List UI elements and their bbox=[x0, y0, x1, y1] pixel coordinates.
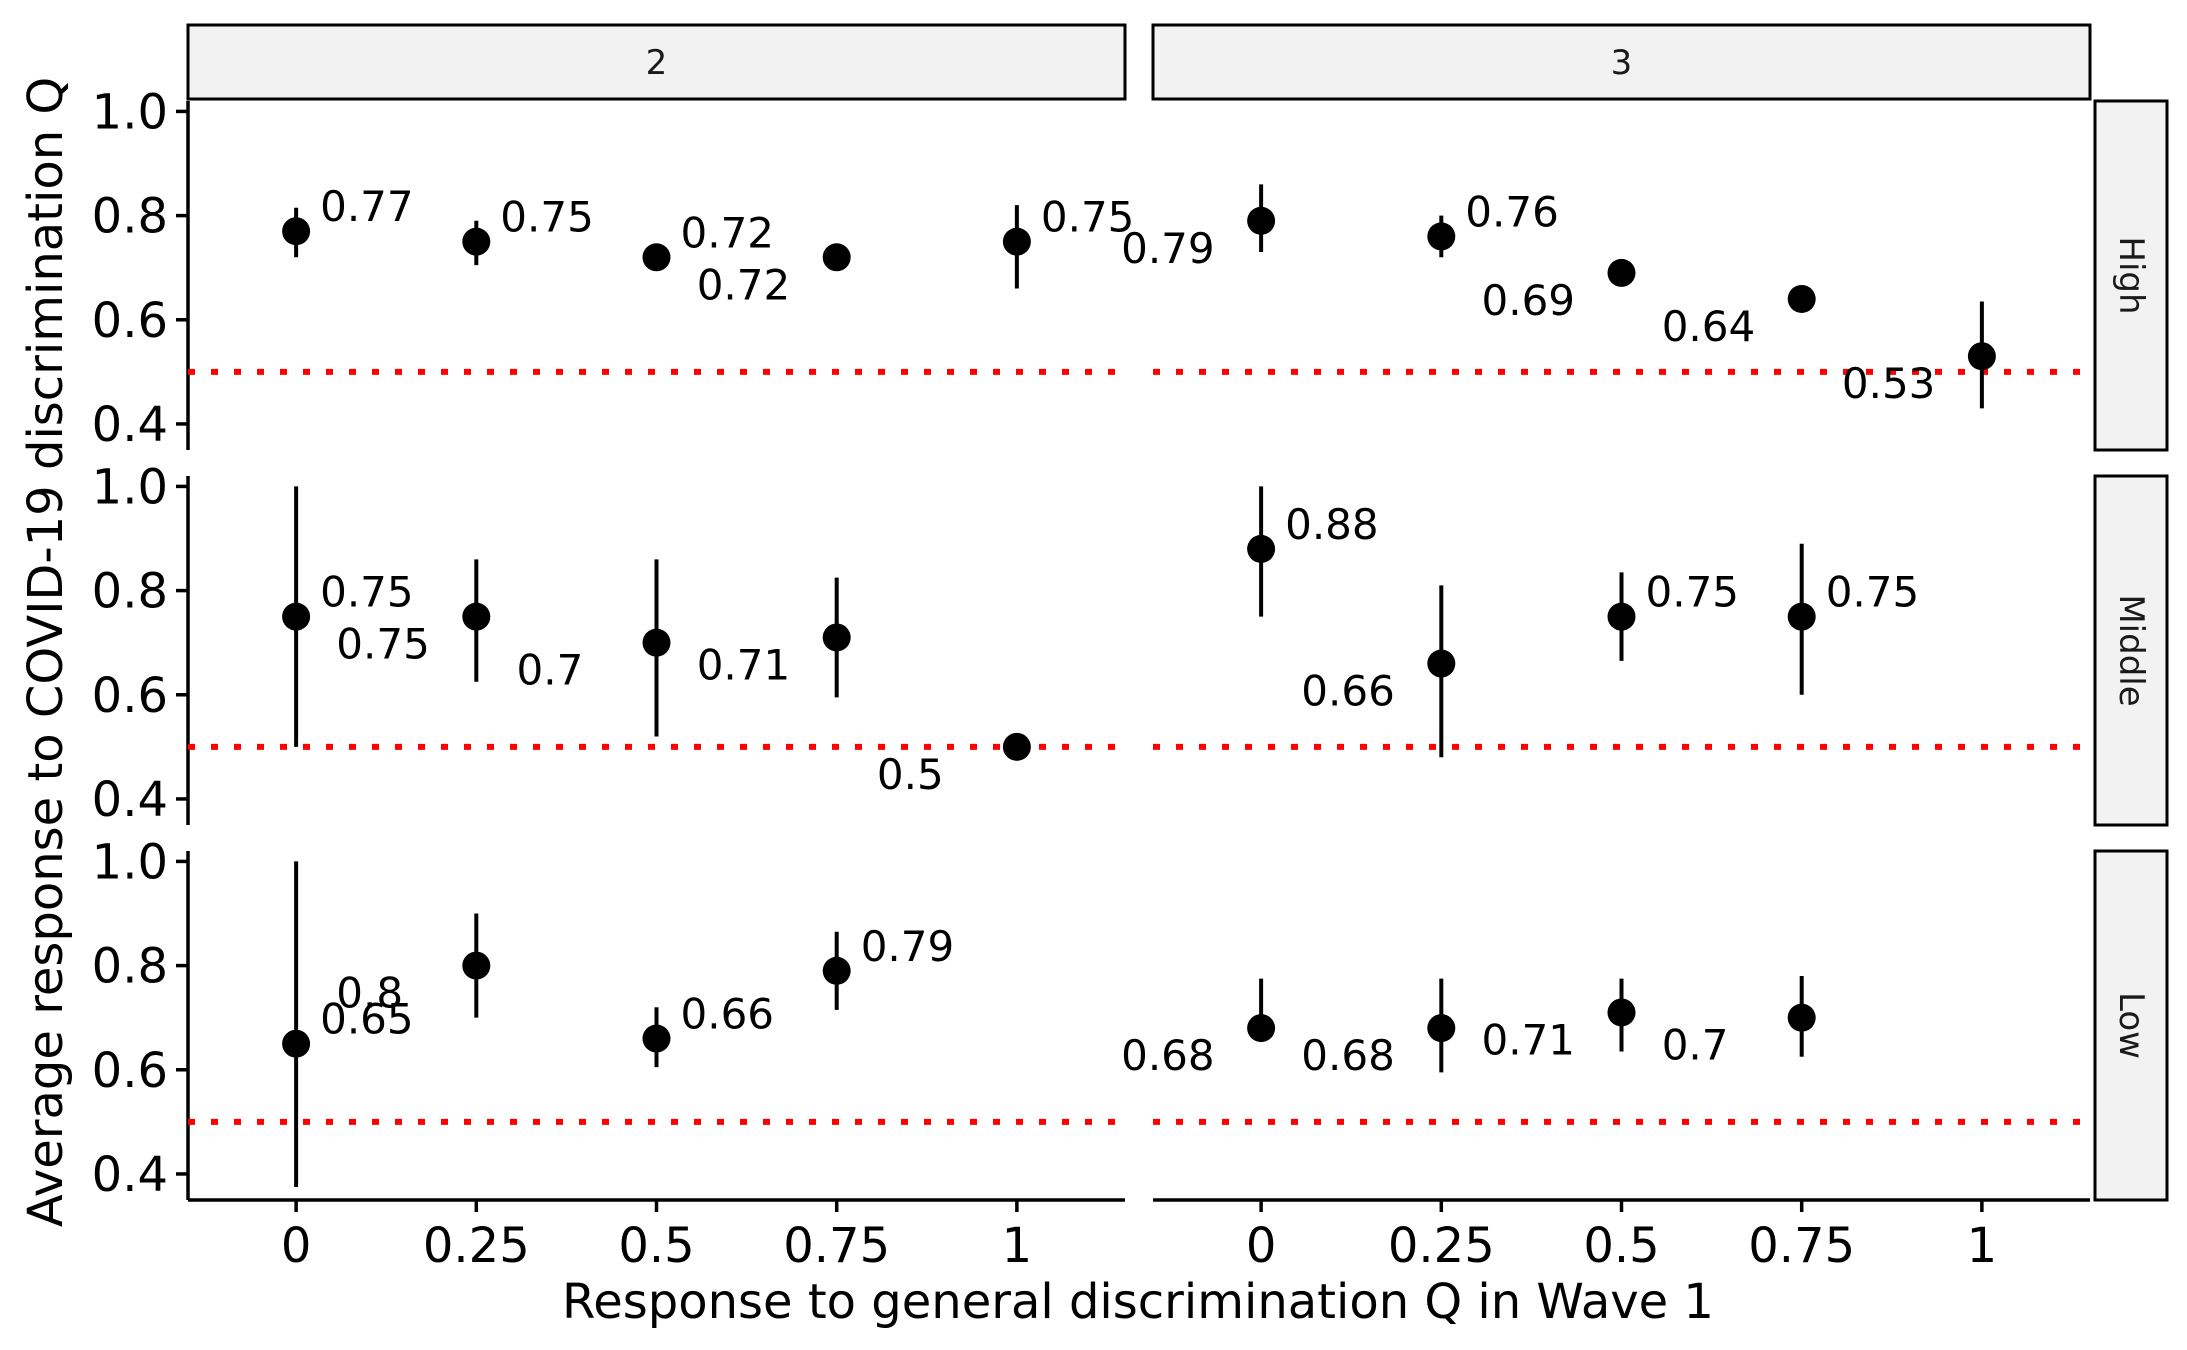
x-tick-label: 0.25 bbox=[1388, 1218, 1495, 1274]
y-tick-label: 0.6 bbox=[92, 668, 168, 724]
data-point bbox=[1002, 732, 1031, 761]
x-tick-label: 0.75 bbox=[1748, 1218, 1855, 1274]
data-point bbox=[1607, 258, 1636, 287]
data-point bbox=[1427, 222, 1456, 251]
data-label: 0.75 bbox=[320, 568, 414, 617]
y-tick-label: 0.8 bbox=[92, 189, 168, 245]
data-point bbox=[462, 227, 491, 256]
data-point bbox=[1787, 284, 1816, 313]
data-point bbox=[1247, 1014, 1276, 1043]
x-tick-label: 0.5 bbox=[1583, 1218, 1659, 1274]
y-tick-label: 0.4 bbox=[92, 1147, 168, 1203]
data-label: 0.69 bbox=[1482, 276, 1576, 325]
row-strip-label: Low bbox=[2111, 992, 2151, 1059]
row-facet-strips: High Middle Low bbox=[2093, 99, 2169, 1202]
x-tick-label: 0 bbox=[281, 1218, 312, 1274]
x-tick-label: 0 bbox=[1246, 1218, 1277, 1274]
data-label: 0.75 bbox=[500, 193, 594, 242]
column-strip-box bbox=[186, 23, 1127, 101]
data-label: 0.77 bbox=[320, 182, 414, 231]
y-tick-label: 1.0 bbox=[92, 834, 168, 890]
data-label: 0.71 bbox=[1482, 1015, 1576, 1064]
x-tick-label: 1 bbox=[1002, 1218, 1033, 1274]
data-label: 0.72 bbox=[681, 208, 775, 257]
data-label: 0.5 bbox=[877, 750, 944, 799]
data-point bbox=[282, 217, 311, 246]
y-tick-label: 1.0 bbox=[92, 84, 168, 140]
data-point bbox=[642, 1024, 671, 1053]
y-tick-label: 0.4 bbox=[92, 397, 168, 453]
data-point bbox=[462, 602, 491, 631]
data-label: 0.88 bbox=[1285, 500, 1379, 549]
x-axis-title: Response to general discrimination Q in … bbox=[562, 1274, 1714, 1330]
x-tick-label: 0.5 bbox=[618, 1218, 694, 1274]
row-strip-box bbox=[2093, 474, 2169, 827]
row-strip-box bbox=[2093, 99, 2169, 452]
data-point bbox=[642, 628, 671, 657]
data-label: 0.75 bbox=[1826, 568, 1920, 617]
row-strip-box bbox=[2093, 849, 2169, 1202]
data-label: 0.79 bbox=[861, 922, 955, 971]
data-point bbox=[822, 623, 851, 652]
data-label: 0.75 bbox=[1646, 568, 1740, 617]
x-tick-label: 0.75 bbox=[783, 1218, 890, 1274]
column-strip-label: 2 bbox=[646, 43, 668, 83]
data-point bbox=[1002, 227, 1031, 256]
data-marks bbox=[282, 184, 1996, 1187]
row-strip-label: Middle bbox=[2111, 594, 2151, 706]
data-label: 0.71 bbox=[697, 640, 791, 689]
y-tick-label: 1.0 bbox=[92, 459, 168, 515]
data-label: 0.68 bbox=[1301, 1031, 1395, 1080]
data-point bbox=[642, 243, 671, 272]
data-label: 0.66 bbox=[1301, 667, 1395, 716]
column-strip-label: 3 bbox=[1611, 43, 1633, 83]
data-label: 0.72 bbox=[697, 260, 791, 309]
y-axis-title: Average response to COVID-19 discriminat… bbox=[18, 77, 74, 1227]
data-point bbox=[1247, 206, 1276, 235]
data-label: 0.53 bbox=[1842, 359, 1936, 408]
y-tick-label: 0.4 bbox=[92, 772, 168, 828]
row-strip-label: High bbox=[2111, 236, 2151, 314]
x-tick-label: 1 bbox=[1967, 1218, 1998, 1274]
data-label: 0.75 bbox=[1041, 193, 1135, 242]
data-point bbox=[1787, 602, 1816, 631]
data-point bbox=[1967, 342, 1996, 371]
data-labels: 0.77 0.75 0.720.720.750.790.760.690.640.53… bbox=[320, 182, 1935, 1080]
x-tick-label: 0.25 bbox=[423, 1218, 530, 1274]
data-label: 0.65 bbox=[320, 995, 414, 1044]
y-tick-label: 0.6 bbox=[92, 1043, 168, 1099]
axes: 0.4 0.6 0.8 1.0 0.4 0.6 0.8 1.0 0.4 0.6 0.8 1.0 0 0.2… bbox=[92, 84, 2090, 1274]
data-point bbox=[1427, 1014, 1456, 1043]
data-label: 0.76 bbox=[1465, 187, 1559, 236]
data-point bbox=[1607, 602, 1636, 631]
data-point bbox=[1427, 649, 1456, 678]
data-label: 0.7 bbox=[1662, 1021, 1729, 1070]
column-strip-box bbox=[1151, 23, 2092, 101]
data-label: 0.7 bbox=[517, 646, 584, 695]
data-label: 0.75 bbox=[336, 620, 430, 669]
data-label: 0.68 bbox=[1121, 1031, 1215, 1080]
data-point bbox=[1607, 998, 1636, 1027]
data-point bbox=[822, 956, 851, 985]
y-tick-label: 0.8 bbox=[92, 564, 168, 620]
data-point bbox=[282, 602, 311, 631]
data-label: 0.66 bbox=[681, 990, 775, 1039]
y-tick-label: 0.6 bbox=[92, 293, 168, 349]
data-point bbox=[1247, 534, 1276, 563]
data-point bbox=[1787, 1003, 1816, 1032]
data-point bbox=[822, 243, 851, 272]
data-label: 0.8 bbox=[336, 969, 403, 1018]
y-tick-label: 0.8 bbox=[92, 939, 168, 995]
data-label: 0.79 bbox=[1121, 224, 1215, 273]
data-point bbox=[462, 951, 491, 980]
data-point bbox=[282, 1029, 311, 1058]
data-label: 0.64 bbox=[1662, 302, 1756, 351]
